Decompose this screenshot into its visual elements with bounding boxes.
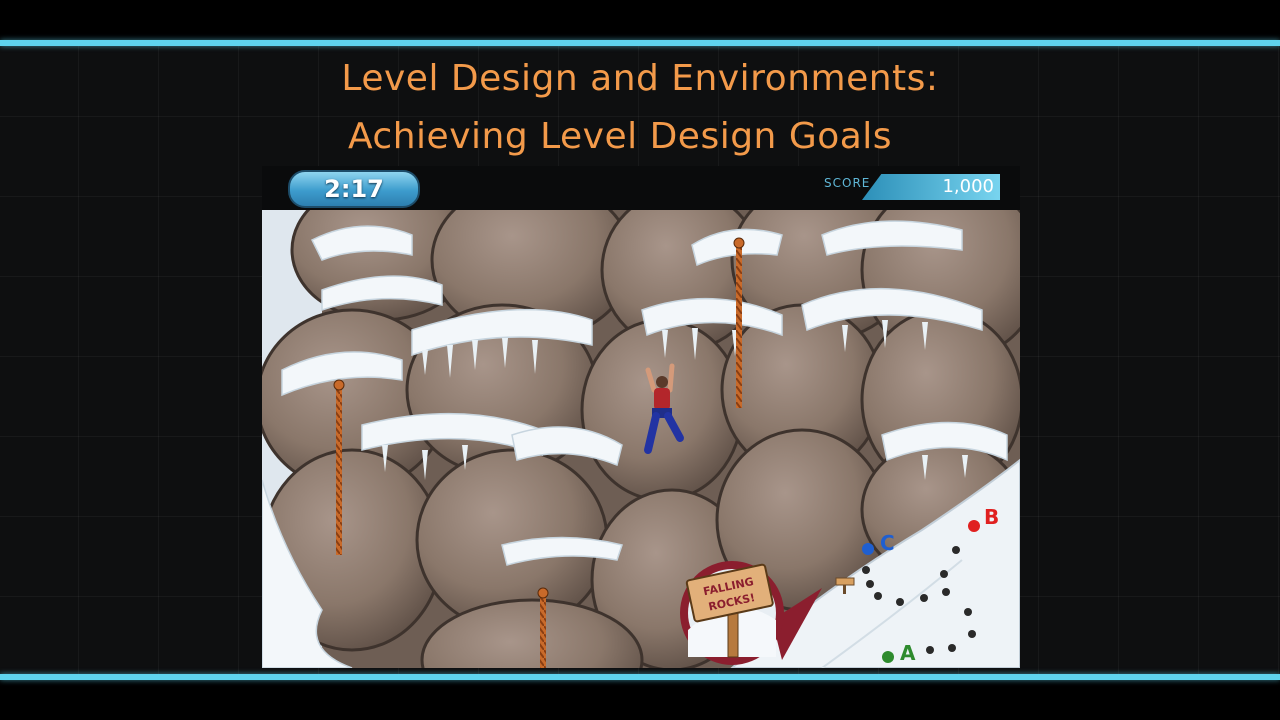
letterbox-bottom (0, 680, 1280, 720)
title-line-1: Level Design and Environments: (341, 58, 939, 99)
game-hud: 2:17 SCORE 1,000 (262, 166, 1020, 210)
svg-text:C: C (880, 531, 895, 555)
slide-title: Level Design and Environments: Achieving… (0, 50, 1280, 166)
letterbox-top (0, 0, 1280, 40)
svg-text:B: B (984, 505, 999, 529)
game-scene: A B C FALLING ROCKS! (262, 210, 1020, 668)
icicles (382, 320, 968, 480)
marker-b: B (968, 505, 999, 532)
climbing-wall-illustration: A B C FALLING ROCKS! (262, 210, 1020, 668)
falling-rocks-callout: FALLING ROCKS! (680, 561, 822, 665)
falling-rocks-sign: FALLING ROCKS! (685, 563, 774, 623)
score-value: 1,000 (862, 174, 1000, 200)
route-dots (862, 546, 976, 654)
small-signpost (835, 577, 855, 594)
title-line-2: Achieving Level Design Goals (347, 116, 893, 157)
marker-a: A (882, 641, 916, 665)
accent-line-top (0, 40, 1280, 46)
snow-caps (262, 220, 1008, 668)
score-label: SCORE (824, 176, 871, 190)
climber-character (644, 363, 684, 454)
accent-line-bottom (0, 674, 1280, 680)
svg-text:A: A (900, 641, 916, 665)
marker-c: C (862, 531, 895, 555)
timer-display: 2:17 (288, 170, 420, 208)
climbing-ropes (333, 237, 745, 668)
